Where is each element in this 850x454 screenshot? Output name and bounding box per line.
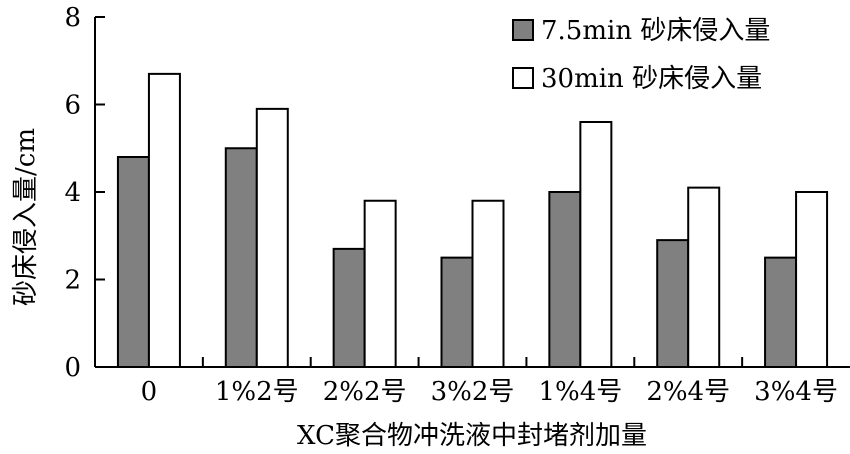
- x-tick-label: 1%4号: [538, 377, 622, 407]
- y-tick-label: 4: [64, 178, 81, 208]
- y-tick-label: 6: [64, 91, 81, 121]
- x-tick-labels: 0 1%2号 2%2号 3%2号 1%4号 2%4号 3%4号: [141, 377, 838, 407]
- bar-30min-2: [363, 199, 397, 368]
- bar-30min-6: [795, 191, 829, 368]
- x-tick-label: 2%2号: [323, 377, 407, 407]
- bar-7-5min-3: [440, 256, 474, 368]
- legend-label-7-5min: 7.5min 砂床侵入量: [541, 16, 770, 46]
- bar-7-5min-2: [332, 247, 366, 368]
- bar-30min-5: [687, 186, 721, 368]
- bars: [116, 72, 829, 368]
- x-axis-title: XC聚合物冲洗液中封堵剂加量: [297, 421, 647, 451]
- y-tick-label: 2: [64, 266, 81, 296]
- y-tick-label: 8: [64, 3, 81, 33]
- bar-7-5min-4: [548, 191, 582, 368]
- legend-swatch-30min: [512, 67, 534, 89]
- bar-30min-1: [255, 107, 289, 368]
- bar-7-5min-6: [764, 256, 798, 368]
- legend: 7.5min 砂床侵入量 30min 砂床侵入量: [512, 16, 770, 94]
- x-tick-label: 1%2号: [215, 377, 299, 407]
- legend-label-30min: 30min 砂床侵入量: [541, 64, 762, 94]
- x-tick-label: 3%4号: [754, 377, 838, 407]
- y-axis-title: 砂床侵入量/cm: [11, 128, 41, 306]
- x-tick-label: 0: [141, 377, 158, 407]
- bar-7-5min-5: [656, 239, 690, 368]
- bar-30min-0: [147, 72, 181, 368]
- bar-30min-3: [471, 199, 505, 368]
- legend-swatch-7-5min: [512, 19, 534, 41]
- x-tick-label: 2%4号: [646, 377, 730, 407]
- bar-30min-4: [579, 121, 613, 368]
- y-tick-label: 0: [64, 353, 81, 383]
- bar-7-5min-0: [116, 156, 150, 368]
- y-axis: 0 2 4 6 8: [64, 3, 105, 383]
- x-tick-label: 3%2号: [431, 377, 515, 407]
- bar-7-5min-1: [224, 147, 258, 368]
